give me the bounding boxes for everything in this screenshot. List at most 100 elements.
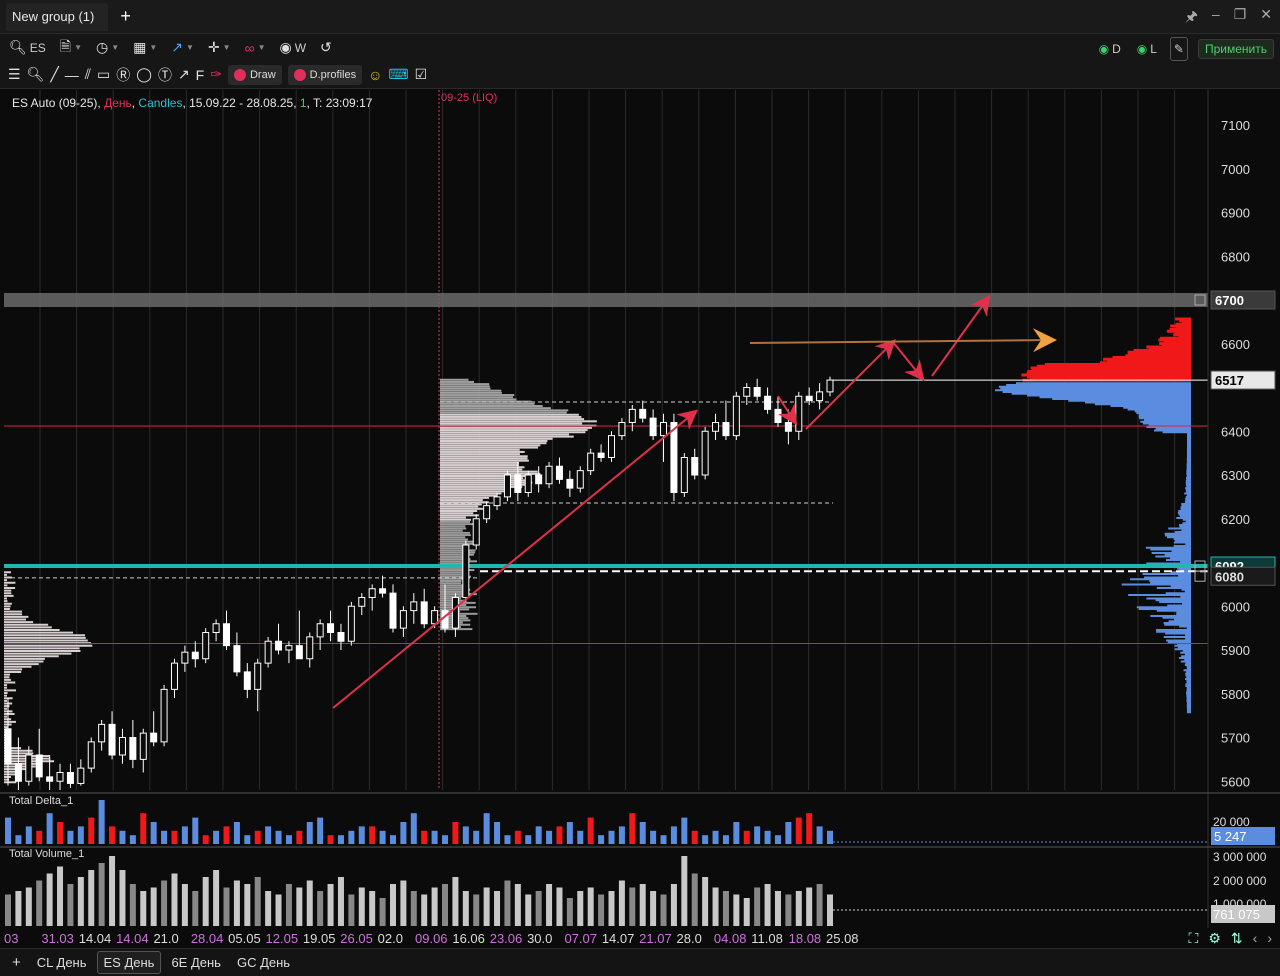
profile-bar bbox=[440, 580, 461, 582]
candle-body bbox=[494, 497, 500, 506]
delta-bar bbox=[36, 831, 42, 844]
profile-bar bbox=[1176, 612, 1191, 614]
calendar-menu[interactable]: ▦ ▼ bbox=[130, 37, 160, 59]
zoom-icon[interactable]: 🔍︎ bbox=[27, 66, 45, 83]
volume-bar bbox=[130, 884, 136, 926]
volume-bar bbox=[827, 895, 833, 927]
settings-icon[interactable]: ⚙ bbox=[1208, 930, 1221, 947]
link-menu[interactable]: ∞ ▼ bbox=[242, 37, 269, 59]
paint-icon[interactable]: ✑ bbox=[210, 66, 222, 83]
delta-bar bbox=[827, 831, 833, 844]
delta-bar bbox=[640, 822, 646, 844]
chart-area[interactable]: 7100 7000 6900 6800 6600 6400 6300 6200 6000 5900… bbox=[0, 90, 1280, 948]
fibonacci-icon[interactable]: F bbox=[196, 67, 205, 83]
profile-bar bbox=[440, 549, 476, 551]
delta-bar bbox=[484, 813, 490, 844]
profile-bar bbox=[1186, 473, 1191, 475]
profile-bar bbox=[1181, 505, 1191, 507]
edit-button[interactable]: ✎ bbox=[1170, 37, 1188, 61]
volume-bar bbox=[473, 895, 479, 927]
profile-bar bbox=[1185, 638, 1191, 640]
chevron-left-icon[interactable]: ‹ bbox=[1253, 930, 1258, 947]
ruler-icon[interactable]: Ⓡ bbox=[116, 65, 130, 85]
candle-body bbox=[348, 606, 354, 641]
delta-bar bbox=[577, 831, 583, 844]
candle-body bbox=[369, 589, 375, 598]
checklist-icon[interactable]: ☑ bbox=[415, 66, 428, 83]
add-chart-button[interactable]: + bbox=[6, 951, 27, 974]
profile-bar bbox=[4, 700, 7, 702]
document-menu[interactable]: 🗎 ▼ bbox=[57, 37, 85, 59]
circle-icon[interactable]: ◯ bbox=[136, 66, 152, 83]
profile-bar bbox=[1187, 708, 1191, 710]
volume-bar bbox=[36, 881, 42, 927]
tab-cl[interactable]: CL День bbox=[31, 952, 93, 973]
window-tab[interactable]: New group (1) bbox=[6, 3, 108, 31]
draw-button[interactable]: Draw bbox=[228, 65, 282, 85]
fullscreen-icon[interactable]: ⛶ bbox=[1189, 930, 1199, 947]
indicator-toggle-l[interactable]: ◉ L bbox=[1134, 38, 1160, 60]
candle-body bbox=[400, 611, 406, 629]
visibility-menu[interactable]: ◉ W bbox=[277, 37, 310, 59]
profile-bar bbox=[1185, 673, 1191, 675]
profile-bar bbox=[4, 582, 15, 584]
profile-bar bbox=[1185, 543, 1191, 545]
text-icon[interactable]: Ⓣ bbox=[158, 65, 172, 85]
price-tick-label: 6200 bbox=[1221, 512, 1250, 527]
symbol-search[interactable]: 🔍︎ ES bbox=[6, 37, 49, 59]
candle-body bbox=[224, 624, 230, 646]
minimize-icon[interactable]: – bbox=[1212, 6, 1220, 30]
close-icon[interactable]: ✕ bbox=[1260, 6, 1272, 30]
chevron-down-icon: ▼ bbox=[258, 43, 266, 52]
pin-icon[interactable]: 🖈 bbox=[1185, 6, 1198, 30]
profile-bar bbox=[1185, 500, 1191, 502]
horizontal-line-icon[interactable]: — bbox=[65, 67, 79, 83]
profile-bar bbox=[440, 534, 471, 536]
document-icon: 🗎 bbox=[60, 36, 71, 60]
tab-es[interactable]: ES День bbox=[97, 951, 162, 974]
profile-bar bbox=[440, 433, 569, 435]
symbol-label: ES bbox=[30, 41, 46, 55]
window-controls: 🖈 – ❐ ✕ bbox=[1185, 6, 1272, 30]
profile-bar bbox=[1146, 547, 1191, 549]
smiley-icon[interactable]: ☺ bbox=[368, 67, 382, 83]
restore-icon[interactable]: ❐ bbox=[1234, 6, 1247, 30]
rectangle-icon[interactable]: ▭ bbox=[97, 66, 110, 83]
delta-bar bbox=[442, 835, 448, 844]
tab-gc[interactable]: GC День bbox=[231, 952, 296, 973]
channel-icon[interactable]: ⫽ bbox=[85, 66, 91, 83]
volume-bar bbox=[390, 884, 396, 926]
tab-6e[interactable]: 6E День bbox=[165, 952, 227, 973]
refresh-button[interactable]: ↺ bbox=[317, 37, 335, 59]
indicators-menu[interactable]: ↗ ▼ bbox=[168, 37, 197, 59]
chart-svg[interactable]: 7100 7000 6900 6800 6600 6400 6300 6200 6000 5900… bbox=[0, 90, 1280, 960]
volume-bar bbox=[99, 863, 105, 926]
expand-icon[interactable]: ⇅ bbox=[1231, 930, 1243, 947]
keyboard-icon[interactable]: ⌨ bbox=[388, 66, 408, 83]
profile-bar bbox=[1139, 417, 1191, 419]
apply-button[interactable]: Применить bbox=[1198, 39, 1274, 59]
delta-bar bbox=[203, 835, 209, 844]
profile-bar bbox=[440, 495, 497, 497]
profile-bar bbox=[4, 650, 80, 652]
crosshair-menu[interactable]: ✛ ▼ bbox=[205, 37, 234, 59]
window-tab-title: New group (1) bbox=[12, 9, 94, 24]
candle-body bbox=[286, 646, 292, 650]
profile-bar bbox=[440, 591, 464, 593]
delta-bar bbox=[525, 835, 531, 844]
delta-bar bbox=[265, 826, 271, 844]
profile-bar bbox=[1187, 447, 1191, 449]
indicator-l-label: L bbox=[1150, 42, 1157, 56]
arrow-icon[interactable]: ↗ bbox=[178, 66, 190, 83]
eye-icon: ◉ bbox=[280, 39, 292, 56]
profile-bar bbox=[440, 416, 581, 418]
add-tab-button[interactable]: + bbox=[120, 6, 131, 27]
indicator-toggle-d[interactable]: ◉ D bbox=[1096, 38, 1124, 60]
chevron-right-icon[interactable]: › bbox=[1267, 930, 1272, 947]
timeframe-menu[interactable]: ◷ ▼ bbox=[93, 37, 122, 59]
candle-body bbox=[484, 506, 490, 519]
dprofiles-button[interactable]: D.profiles bbox=[288, 65, 362, 85]
profile-bar bbox=[1181, 508, 1191, 510]
trendline-icon[interactable]: ╱ bbox=[50, 66, 58, 83]
list-icon[interactable]: ☰ bbox=[8, 66, 21, 83]
